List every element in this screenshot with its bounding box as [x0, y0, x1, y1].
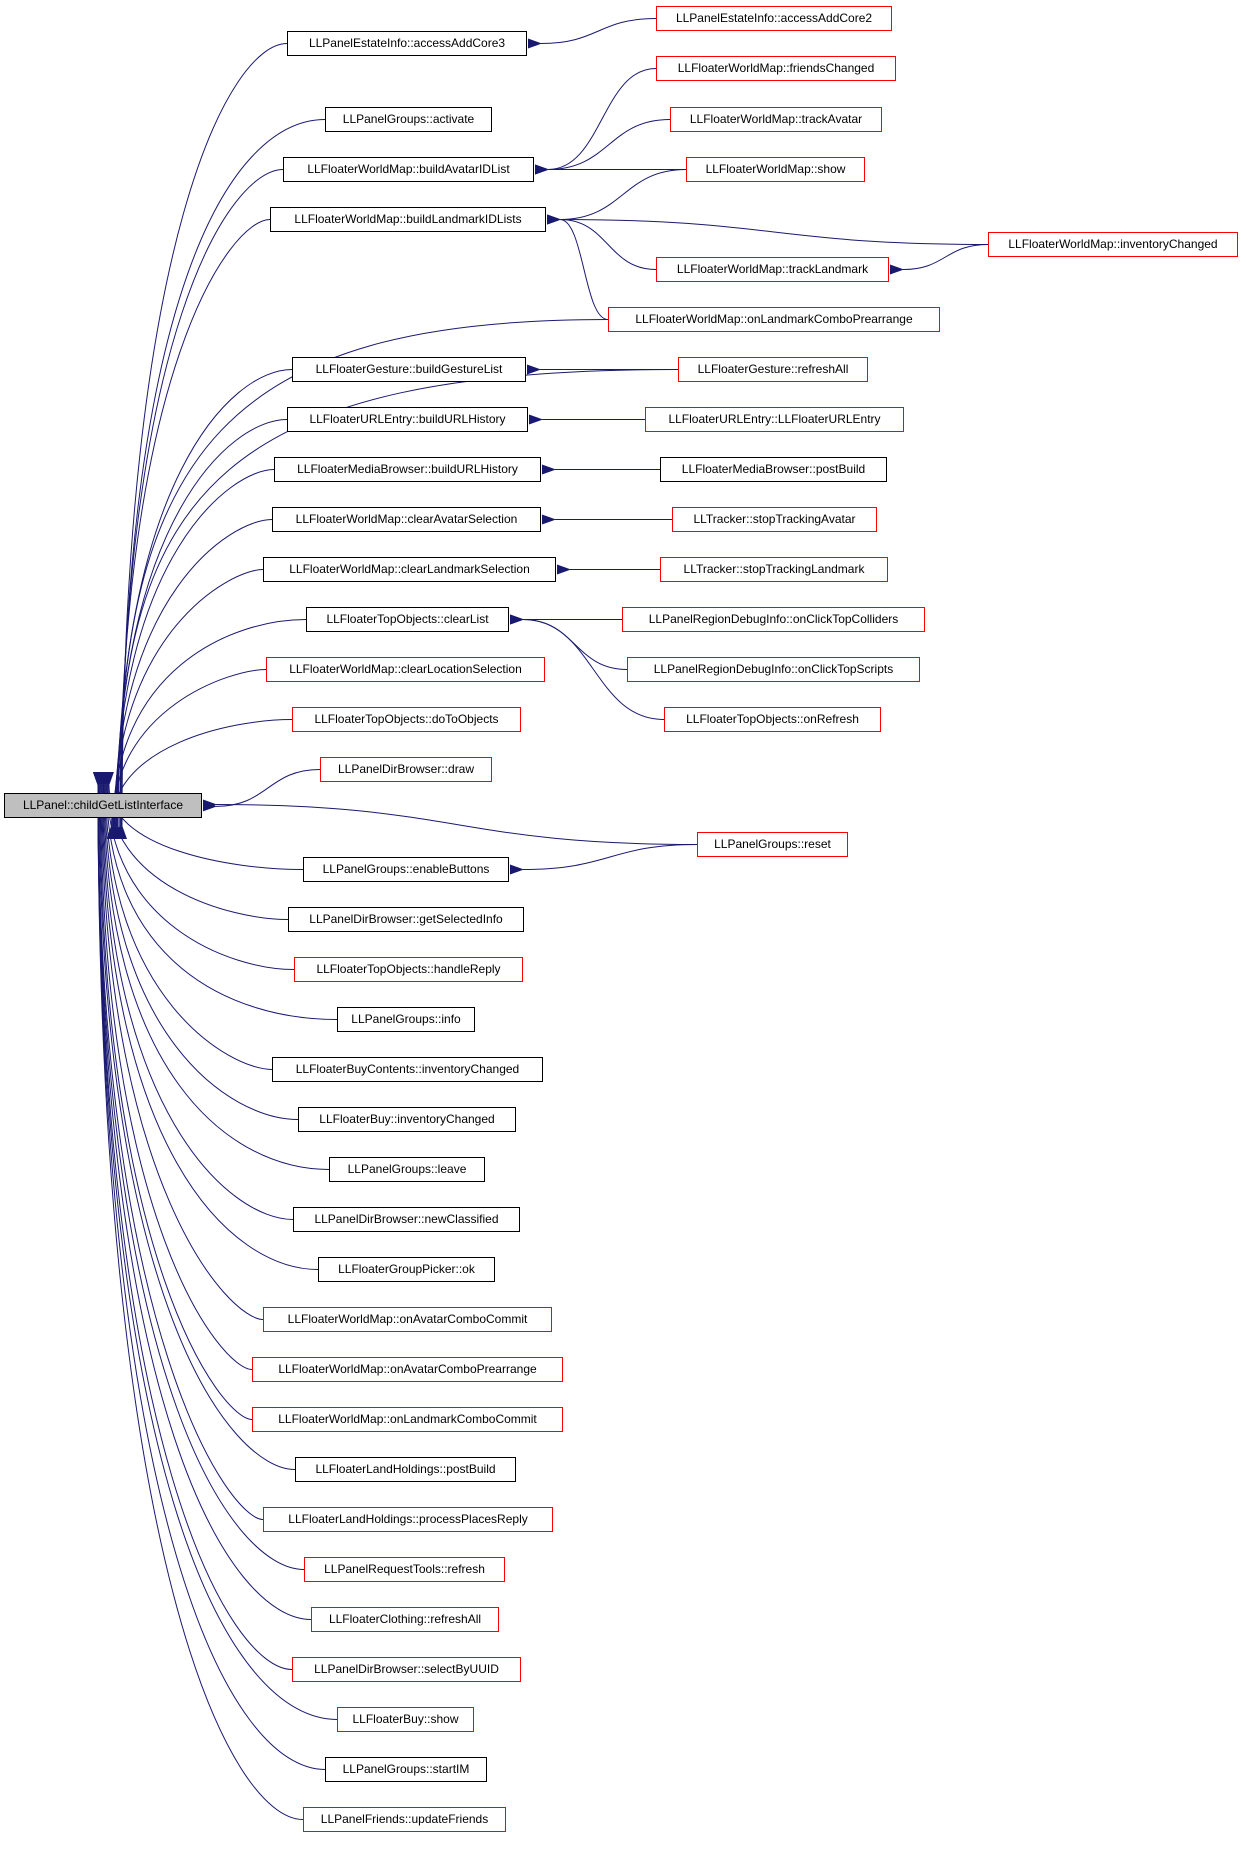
call-edge-n10-to-n08	[546, 214, 657, 270]
function-node-llpanelgroups-activate[interactable]: LLPanelGroups::activate	[325, 107, 492, 132]
call-edge-n03-to-n06	[534, 68, 657, 175]
call-edge-n49-to-root	[92, 771, 304, 1820]
function-node-llfloaterworldmap-onlandmarkcomboprearrange[interactable]: LLFloaterWorldMap::onLandmarkComboPrearr…	[608, 307, 940, 332]
root-function-node: LLPanel::childGetListInterface	[4, 793, 202, 818]
function-node-llfloatermediabrowser-postbuild[interactable]: LLFloaterMediaBrowser::postBuild	[660, 457, 887, 482]
function-node-llfloaterworldmap-trackavatar[interactable]: LLFloaterWorldMap::trackAvatar	[670, 107, 882, 132]
function-node-llfloaterworldmap-tracklandmark[interactable]: LLFloaterWorldMap::trackLandmark	[656, 257, 889, 282]
function-node-llfloatergesture-buildgesturelist[interactable]: LLFloaterGesture::buildGestureList	[292, 357, 526, 382]
call-edge-n36-to-root	[98, 771, 330, 1170]
function-node-llfloatertopobjects-onrefresh[interactable]: LLFloaterTopObjects::onRefresh	[664, 707, 881, 732]
function-node-llfloaterworldmap-clearlocationselection[interactable]: LLFloaterWorldMap::clearLocationSelectio…	[266, 657, 545, 682]
call-edge-n48-to-root	[92, 771, 326, 1770]
function-node-llfloaterbuy-show[interactable]: LLFloaterBuy::show	[337, 1707, 474, 1732]
call-edge-n11-to-n08	[546, 214, 609, 320]
call-edge-n24-to-root	[107, 669, 267, 840]
function-node-llfloatergesture-refreshall[interactable]: LLFloaterGesture::refreshAll	[678, 357, 868, 382]
call-edge-n01-to-root	[116, 43, 288, 840]
function-node-llpanelgroups-startim[interactable]: LLPanelGroups::startIM	[325, 1757, 487, 1782]
call-edge-n44-to-root	[92, 771, 305, 1570]
call-edge-n12-to-root	[112, 369, 293, 840]
function-node-llpaneldirbrowser-getselectedinfo[interactable]: LLPanelDirBrowser::getSelectedInfo	[288, 907, 524, 932]
call-edge-n16-to-root	[110, 469, 275, 840]
function-node-llfloaterworldmap-buildlandmarkidlists[interactable]: LLFloaterWorldMap::buildLandmarkIDLists	[270, 207, 546, 232]
function-node-llpanelfriends-updatefriends[interactable]: LLPanelFriends::updateFriends	[303, 1807, 506, 1832]
function-node-llfloaterworldmap-onlandmarkcombocommit[interactable]: LLFloaterWorldMap::onLandmarkComboCommit	[252, 1407, 563, 1432]
function-node-llfloatertopobjects-clearlist[interactable]: LLFloaterTopObjects::clearList	[306, 607, 509, 632]
function-node-llfloaterbuy-inventorychanged[interactable]: LLFloaterBuy::inventoryChanged	[298, 1107, 516, 1132]
function-node-llpaneldirbrowser-newclassified[interactable]: LLPanelDirBrowser::newClassified	[293, 1207, 520, 1232]
call-edge-n08-to-root	[114, 219, 271, 840]
call-edge-n31-to-root	[103, 771, 289, 920]
call-edge-n37-to-root	[98, 771, 294, 1220]
function-node-llfloaterworldmap-onavatarcombocommit[interactable]: LLFloaterWorldMap::onAvatarComboCommit	[263, 1307, 552, 1332]
call-edge-n20-to-root	[108, 569, 264, 840]
function-node-llpanelregiondebuginfo-onclicktopscripts[interactable]: LLPanelRegionDebugInfo::onClickTopScript…	[627, 657, 920, 682]
call-edge-n07-to-n08	[546, 169, 687, 225]
call-edge-n40-to-root	[95, 771, 253, 1370]
function-node-llpanelestateinfo-accessaddcore2[interactable]: LLPanelEstateInfo::accessAddCore2	[656, 6, 892, 31]
call-edge-n09-to-n08	[546, 214, 989, 245]
call-edge-n47-to-root	[92, 771, 338, 1720]
function-node-llpanelgroups-info[interactable]: LLPanelGroups::info	[337, 1007, 475, 1032]
function-node-llfloaterworldmap-friendschanged[interactable]: LLFloaterWorldMap::friendsChanged	[656, 56, 896, 81]
function-node-llfloaterworldmap-buildavataridlist[interactable]: LLFloaterWorldMap::buildAvatarIDList	[283, 157, 534, 182]
function-node-llfloaterurlentry-buildurlhistory[interactable]: LLFloaterURLEntry::buildURLHistory	[287, 407, 528, 432]
function-node-llfloaterbuycontents-inventorychanged[interactable]: LLFloaterBuyContents::inventoryChanged	[272, 1057, 543, 1082]
call-edge-n35-to-root	[99, 771, 299, 1120]
call-edge-n45-to-root	[92, 771, 312, 1620]
function-node-llpanelgroups-leave[interactable]: LLPanelGroups::leave	[329, 1157, 485, 1182]
call-edge-n02-to-n01	[527, 18, 657, 49]
function-node-llpaneldirbrowser-selectbyuuid[interactable]: LLPanelDirBrowser::selectByUUID	[292, 1657, 521, 1682]
call-edge-n41-to-root	[94, 771, 253, 1420]
function-node-llfloatertopobjects-dotoobjects[interactable]: LLFloaterTopObjects::doToObjects	[292, 707, 521, 732]
call-edge-n46-to-root	[92, 771, 293, 1670]
call-edge-n06-to-root	[115, 169, 284, 840]
function-node-llfloaterworldmap-clearavatarselection[interactable]: LLFloaterWorldMap::clearAvatarSelection	[272, 507, 541, 532]
call-edge-n29-to-n30	[509, 844, 698, 875]
function-node-llfloaterclothing-refreshall[interactable]: LLFloaterClothing::refreshAll	[311, 1607, 499, 1632]
call-edge-n32-to-root	[102, 771, 295, 970]
call-edge-n33-to-root	[101, 771, 338, 1020]
call-edge-n05-to-n06	[534, 119, 671, 175]
call-edge-n22-to-root	[108, 619, 307, 840]
function-node-llfloaterworldmap-show[interactable]: LLFloaterWorldMap::show	[686, 157, 865, 182]
function-node-llfloaterlandholdings-postbuild[interactable]: LLFloaterLandHoldings::postBuild	[295, 1457, 516, 1482]
function-node-llpanelgroups-reset[interactable]: LLPanelGroups::reset	[697, 832, 848, 857]
function-node-llfloaterworldmap-onavatarcomboprearrange[interactable]: LLFloaterWorldMap::onAvatarComboPrearran…	[252, 1357, 563, 1382]
function-node-llfloatermediabrowser-buildurlhistory[interactable]: LLFloaterMediaBrowser::buildURLHistory	[274, 457, 541, 482]
function-node-llpaneldirbrowser-draw[interactable]: LLPanelDirBrowser::draw	[320, 757, 492, 782]
call-edge-n28-to-root	[202, 769, 321, 812]
call-edge-n09-to-n10	[889, 244, 989, 275]
call-edge-n39-to-root	[96, 771, 264, 1320]
function-node-llpanelestateinfo-accessaddcore3[interactable]: LLPanelEstateInfo::accessAddCore3	[287, 31, 527, 56]
call-edge-n14-to-root	[111, 419, 288, 840]
call-edge-n42-to-root	[93, 771, 296, 1470]
function-node-llfloaterurlentry-llfloaterurlentry[interactable]: LLFloaterURLEntry::LLFloaterURLEntry	[645, 407, 904, 432]
function-node-llpanelgroups-enablebuttons[interactable]: LLPanelGroups::enableButtons	[303, 857, 509, 882]
call-edge-n27-to-n22	[509, 614, 665, 720]
function-node-lltracker-stoptrackinglandmark[interactable]: LLTracker::stopTrackingLandmark	[660, 557, 888, 582]
call-edge-n34-to-root	[100, 771, 273, 1070]
function-node-llfloaterlandholdings-processplacesreply[interactable]: LLFloaterLandHoldings::processPlacesRepl…	[263, 1507, 553, 1532]
function-node-llfloaterworldmap-clearlandmarkselection[interactable]: LLFloaterWorldMap::clearLandmarkSelectio…	[263, 557, 556, 582]
function-node-llpanelrequesttools-refresh[interactable]: LLPanelRequestTools::refresh	[304, 1557, 505, 1582]
function-node-llfloatertopobjects-handlereply[interactable]: LLFloaterTopObjects::handleReply	[294, 957, 523, 982]
call-edge-n18-to-root	[109, 519, 273, 840]
call-edge-n29-to-root	[202, 799, 698, 845]
function-node-llfloatergrouppicker-ok[interactable]: LLFloaterGroupPicker::ok	[318, 1257, 495, 1282]
function-node-lltracker-stoptrackingavatar[interactable]: LLTracker::stopTrackingAvatar	[672, 507, 877, 532]
call-edge-n38-to-root	[97, 771, 319, 1270]
call-edge-n43-to-root	[93, 771, 264, 1520]
function-node-llpanelregiondebuginfo-onclicktopcolliders[interactable]: LLPanelRegionDebugInfo::onClickTopCollid…	[622, 607, 925, 632]
function-node-llfloaterworldmap-inventorychanged[interactable]: LLFloaterWorldMap::inventoryChanged	[988, 232, 1238, 257]
